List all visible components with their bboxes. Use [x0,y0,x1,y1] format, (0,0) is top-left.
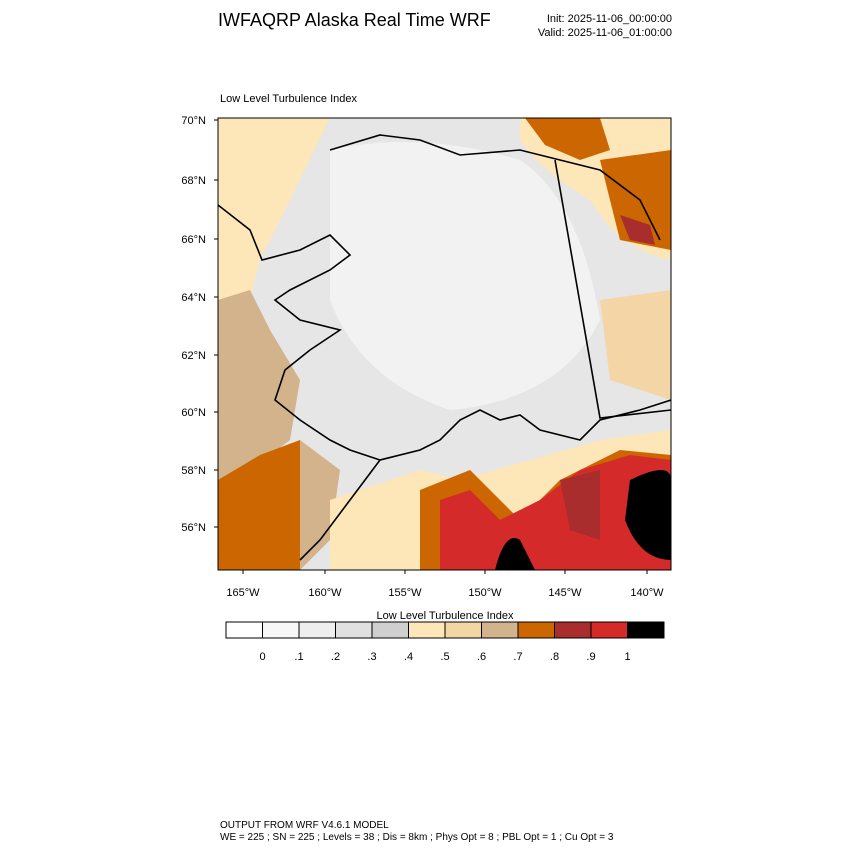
colorbar-label: .2 [331,651,340,663]
lat-label: 66°N [181,234,206,246]
colorbar-box [335,621,373,639]
colorbar-label: 1 [624,651,630,663]
colorbar-label: .4 [404,651,413,663]
lat-label: 68°N [181,175,206,187]
init-time: Init: 2025-11-06_00:00:00 [547,13,672,25]
colorbar-label: .6 [477,651,486,663]
lat-label: 64°N [181,292,206,304]
lon-label: 150°W [468,587,502,599]
lat-label: 62°N [181,350,206,362]
colorbar-label: .8 [550,651,559,663]
map-frame [217,117,672,571]
colorbar-label: .7 [513,651,522,663]
colorbar-box [444,621,482,639]
footer-line: OUTPUT FROM WRF V4.6.1 MODEL [220,820,389,831]
colorbar-box [554,621,592,639]
colorbar-box [481,621,519,639]
lat-label: 70°N [181,115,206,127]
colorbar-label: .1 [294,651,303,663]
colorbar-label: .9 [586,651,595,663]
colorbar-box [225,621,263,639]
lat-label: 58°N [181,465,206,477]
map-title: Low Level Turbulence Index [220,93,357,105]
title: IWFAQRP Alaska Real Time WRF [218,10,491,30]
colorbar-box [627,621,665,639]
colorbar-box [298,621,336,639]
lon-label: 145°W [548,587,582,599]
colorbar-title: Low Level Turbulence Index [377,610,514,622]
lon-label: 165°W [226,587,260,599]
colorbar-box [517,621,555,639]
lat-label: 56°N [181,522,206,534]
colorbar-box [371,621,409,639]
colorbar-label: .5 [440,651,449,663]
map-field [218,118,671,570]
colorbar-box [408,621,446,639]
footer-line: WE = 225 ; SN = 225 ; Levels = 38 ; Dis … [220,832,614,843]
colorbar-box [590,621,628,639]
lat-label: 60°N [181,407,206,419]
lon-label: 155°W [388,587,422,599]
colorbar-box [262,621,300,639]
colorbar-label: 0 [259,651,265,663]
lon-label: 140°W [630,587,664,599]
lon-label: 160°W [308,587,342,599]
colorbar-label: .3 [367,651,376,663]
coastlines [218,134,671,561]
valid-time: Valid: 2025-11-06_01:00:00 [538,27,672,39]
